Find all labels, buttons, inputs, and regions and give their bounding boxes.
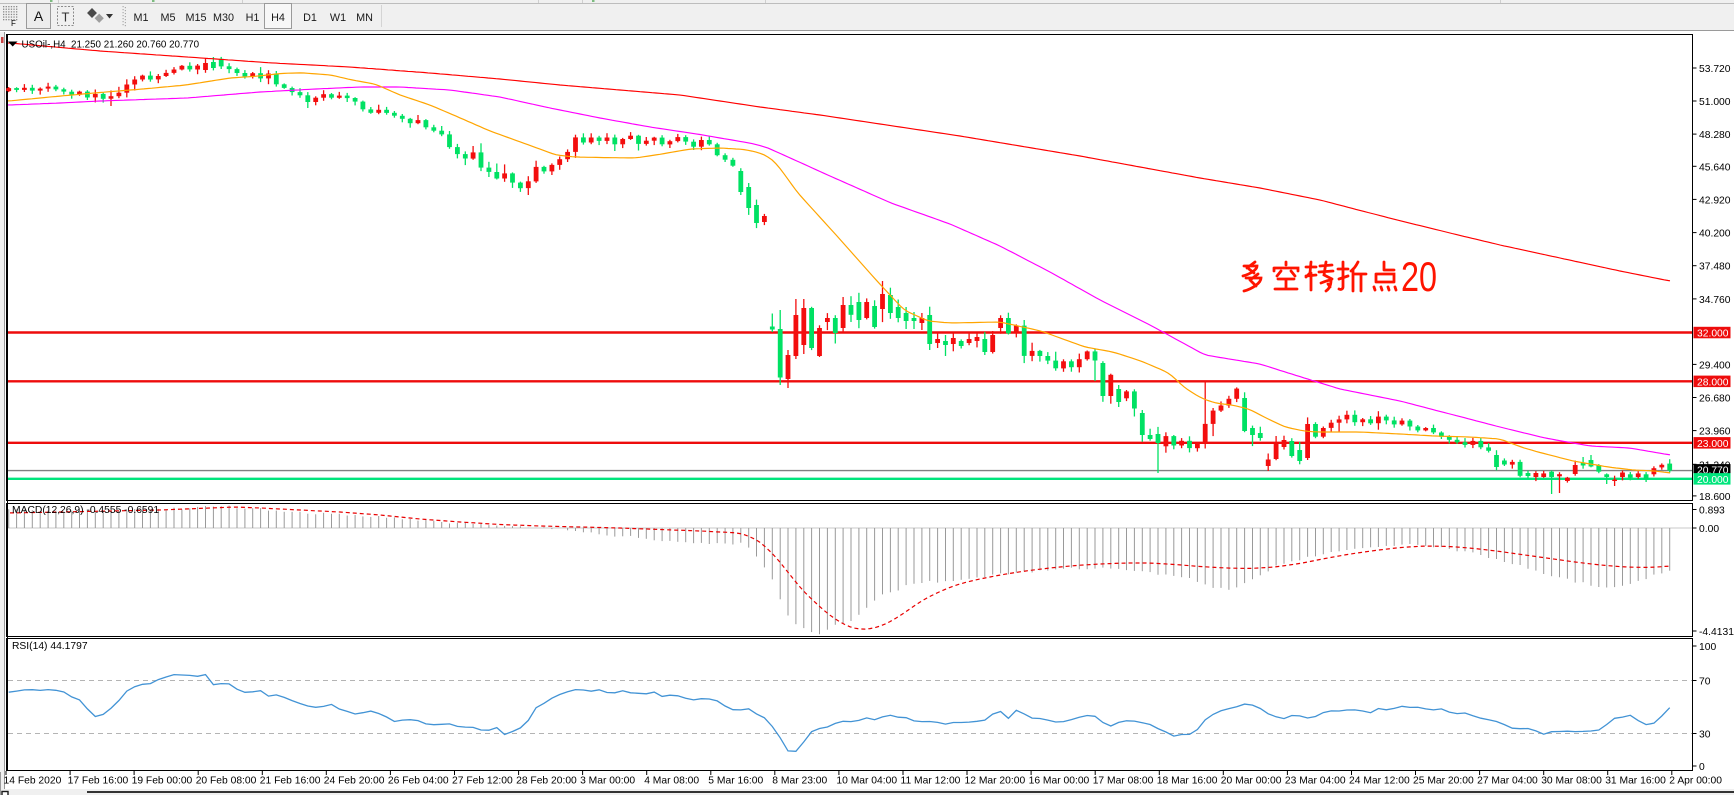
svg-text:48.280: 48.280 — [1699, 130, 1731, 141]
svg-text:19 Feb 00:00: 19 Feb 00:00 — [132, 776, 193, 787]
svg-text:30: 30 — [1699, 730, 1711, 741]
svg-text:53.720: 53.720 — [1699, 64, 1731, 75]
svg-text:A: A — [34, 8, 44, 24]
svg-text:37.480: 37.480 — [1699, 262, 1731, 273]
svg-text:31 Mar 16:00: 31 Mar 16:00 — [1605, 776, 1666, 787]
svg-text:40.200: 40.200 — [1699, 229, 1731, 240]
svg-text:D1: D1 — [303, 12, 317, 24]
svg-text:W1: W1 — [330, 12, 346, 24]
svg-text:45.640: 45.640 — [1699, 162, 1731, 173]
svg-text:20 Feb 08:00: 20 Feb 08:00 — [196, 776, 257, 787]
svg-text:16 Mar 00:00: 16 Mar 00:00 — [1029, 776, 1090, 787]
svg-text:12 Mar 20:00: 12 Mar 20:00 — [965, 776, 1026, 787]
svg-text:20.770: 20.770 — [1697, 465, 1729, 476]
svg-text:25 Mar 20:00: 25 Mar 20:00 — [1413, 776, 1474, 787]
svg-text:32.000: 32.000 — [1697, 329, 1729, 340]
svg-text:20: 20 — [1401, 253, 1437, 300]
svg-text:USOil-,H4 21.250 21.260 20.76: USOil-,H4 21.250 21.260 20.760 20.770 — [22, 40, 200, 51]
svg-text:4 Mar 08:00: 4 Mar 08:00 — [644, 776, 699, 787]
svg-text:H1: H1 — [246, 12, 260, 24]
svg-text:0.893: 0.893 — [1699, 506, 1725, 517]
svg-text:5 Mar 16:00: 5 Mar 16:00 — [708, 776, 763, 787]
svg-text:10 Mar 04:00: 10 Mar 04:00 — [836, 776, 897, 787]
svg-text:RSI(14) 44.1797: RSI(14) 44.1797 — [12, 641, 88, 652]
svg-text:18 Mar 16:00: 18 Mar 16:00 — [1157, 776, 1218, 787]
svg-text:28.000: 28.000 — [1697, 377, 1729, 388]
svg-text:20.000: 20.000 — [1697, 475, 1729, 486]
svg-text:8 Mar 23:00: 8 Mar 23:00 — [772, 776, 827, 787]
svg-text:3 Mar 00:00: 3 Mar 00:00 — [580, 776, 635, 787]
svg-text:MN: MN — [356, 12, 373, 24]
svg-text:42.920: 42.920 — [1699, 195, 1731, 206]
svg-text:24 Mar 12:00: 24 Mar 12:00 — [1349, 776, 1410, 787]
svg-text:F: F — [11, 19, 16, 28]
svg-text:26.680: 26.680 — [1699, 394, 1731, 405]
svg-text:H4: H4 — [271, 12, 285, 24]
svg-text:M15: M15 — [185, 12, 206, 24]
svg-text:M5: M5 — [161, 12, 176, 24]
svg-text:-4.4131: -4.4131 — [1699, 627, 1734, 638]
svg-text:51.000: 51.000 — [1699, 97, 1731, 108]
svg-text:M30: M30 — [213, 12, 234, 24]
svg-text:23.960: 23.960 — [1699, 427, 1731, 438]
svg-text:30 Mar 08:00: 30 Mar 08:00 — [1541, 776, 1602, 787]
svg-text:0: 0 — [1699, 762, 1705, 773]
svg-text:100: 100 — [1699, 642, 1716, 653]
svg-text:34.760: 34.760 — [1699, 295, 1731, 306]
svg-text:24 Feb 20:00: 24 Feb 20:00 — [324, 776, 385, 787]
svg-text:20 Mar 00:00: 20 Mar 00:00 — [1221, 776, 1282, 787]
svg-text:28 Feb 20:00: 28 Feb 20:00 — [516, 776, 577, 787]
svg-text:14 Feb 2020: 14 Feb 2020 — [4, 776, 62, 787]
svg-text:17 Feb 16:00: 17 Feb 16:00 — [68, 776, 129, 787]
svg-text:23 Mar 04:00: 23 Mar 04:00 — [1285, 776, 1346, 787]
svg-text:21 Feb 16:00: 21 Feb 16:00 — [260, 776, 321, 787]
svg-text:17 Mar 08:00: 17 Mar 08:00 — [1093, 776, 1154, 787]
svg-text:18.600: 18.600 — [1699, 492, 1731, 503]
svg-text:26 Feb 04:00: 26 Feb 04:00 — [388, 776, 449, 787]
svg-text:0.00: 0.00 — [1699, 524, 1719, 535]
svg-text:29.400: 29.400 — [1699, 360, 1731, 371]
svg-text:27 Feb 12:00: 27 Feb 12:00 — [452, 776, 513, 787]
svg-text:M1: M1 — [134, 12, 149, 24]
svg-text:27 Mar 04:00: 27 Mar 04:00 — [1477, 776, 1538, 787]
svg-text:2 Apr 00:00: 2 Apr 00:00 — [1669, 776, 1722, 787]
svg-text:11 Mar 12:00: 11 Mar 12:00 — [901, 776, 961, 787]
svg-text:70: 70 — [1699, 677, 1711, 688]
svg-text:MACD(12,26,9) -0.4555 -0.6591: MACD(12,26,9) -0.4555 -0.6591 — [12, 505, 159, 516]
svg-text:23.000: 23.000 — [1697, 439, 1729, 450]
svg-text:T: T — [62, 10, 70, 25]
